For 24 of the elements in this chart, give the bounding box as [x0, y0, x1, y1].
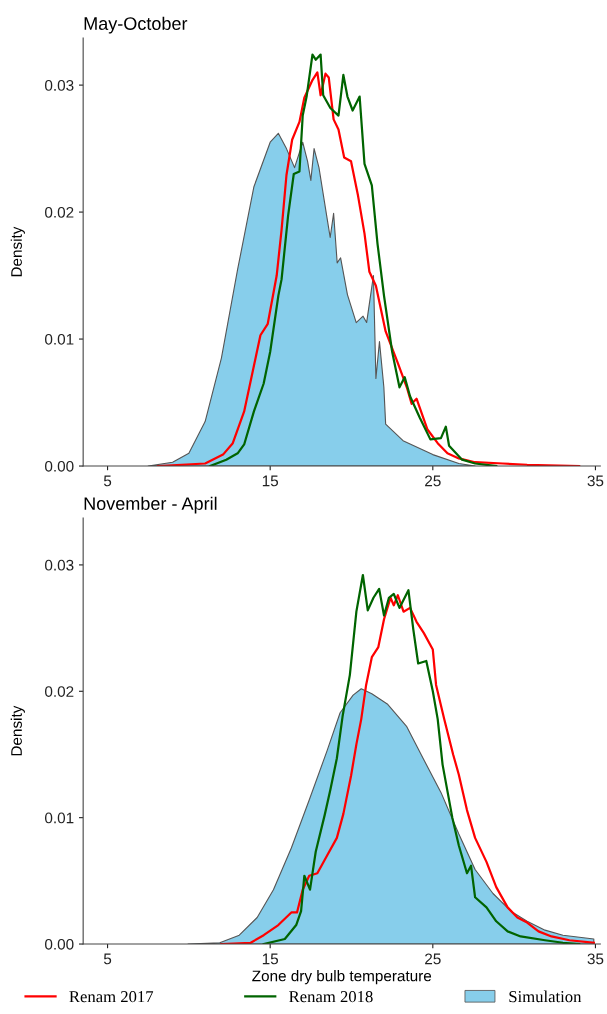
legend-label: Renam 2017 [69, 991, 154, 1003]
x-tick-label: 5 [103, 953, 112, 965]
y-tick-label: 0.00 [45, 460, 74, 472]
chart-title: May-October [84, 16, 188, 34]
x-tick-label: 35 [587, 475, 604, 487]
y-tick-label: 0.01 [45, 812, 74, 824]
y-tick-label: 0.03 [45, 559, 74, 571]
x-tick-label: 25 [425, 953, 441, 965]
x-tick-label: 15 [262, 475, 279, 487]
y-axis-title: Density [10, 226, 25, 277]
x-tick-label: 15 [262, 953, 279, 965]
legend-label: Renam 2018 [289, 991, 373, 1003]
x-tick-label: 35 [587, 953, 604, 965]
chart-title: November - April [84, 496, 217, 514]
x-axis-title: Zone dry bulb temperature [252, 970, 432, 985]
y-tick-label: 0.01 [45, 333, 74, 345]
x-tick-label: 5 [103, 475, 112, 487]
x-tick-label: 25 [425, 475, 441, 487]
legend-label: Simulation [509, 990, 582, 1003]
y-tick-label: 0.00 [45, 938, 74, 950]
y-tick-label: 0.02 [45, 206, 74, 218]
y-tick-label: 0.03 [45, 79, 74, 91]
y-axis-title: Density [10, 705, 25, 756]
y-tick-label: 0.02 [45, 686, 74, 697]
